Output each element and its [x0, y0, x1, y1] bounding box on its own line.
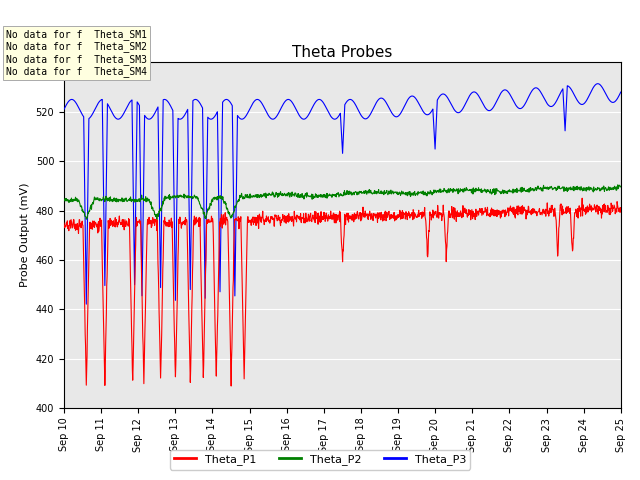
Title: Theta Probes: Theta Probes — [292, 45, 392, 60]
X-axis label: Time: Time — [329, 457, 356, 467]
Y-axis label: Probe Output (mV): Probe Output (mV) — [20, 183, 30, 288]
Text: No data for f  Theta_SM1
No data for f  Theta_SM2
No data for f  Theta_SM3
No da: No data for f Theta_SM1 No data for f Th… — [6, 29, 147, 77]
Legend: Theta_P1, Theta_P2, Theta_P3: Theta_P1, Theta_P2, Theta_P3 — [170, 450, 470, 469]
